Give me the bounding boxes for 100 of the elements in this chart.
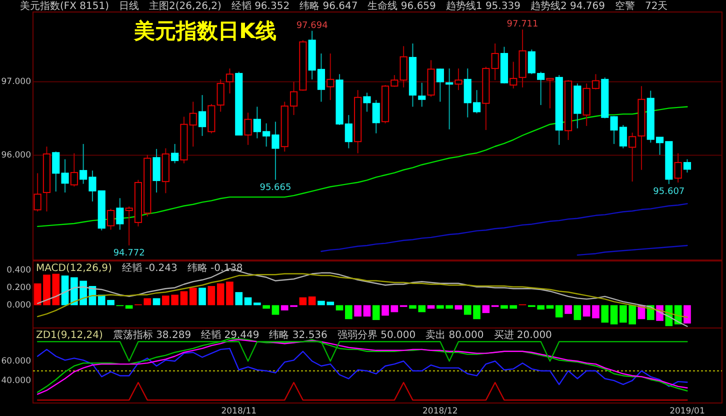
annotation: 生命线 96.659 [368, 0, 436, 12]
candlestick [216, 78, 224, 112]
bar [546, 305, 554, 309]
bar [299, 297, 307, 306]
candlestick [70, 152, 78, 188]
candlestick [198, 94, 206, 136]
bar [564, 305, 572, 314]
bar [363, 305, 371, 317]
bar [336, 305, 344, 310]
y-tick-label: 60.000 [1, 356, 31, 366]
y-tick-label: 40.000 [1, 376, 31, 386]
bar [198, 288, 206, 306]
candlestick [326, 52, 334, 101]
annotation: 94.772 [113, 248, 145, 258]
annotation: 97.711 [506, 20, 538, 30]
annotation: 经韬 29.449 [201, 329, 260, 341]
bar [61, 276, 69, 306]
bar [189, 288, 197, 306]
annotation: 95.607 [653, 187, 685, 198]
candlestick [400, 46, 408, 88]
bar [684, 305, 691, 324]
annotation: 买进 20.000 [494, 329, 552, 341]
bar [574, 305, 582, 320]
line-series [320, 203, 688, 252]
line-series [36, 273, 688, 318]
annotation: 震荡指标 38.289 [112, 329, 192, 341]
annotation: 纬略 96.647 [300, 0, 358, 12]
annotation: 美元指数(FX 8151) [20, 0, 110, 12]
bar [582, 305, 590, 317]
candlestick [683, 158, 692, 174]
annotation: 卖出 80.000 [426, 329, 484, 341]
bar [125, 305, 133, 309]
candlestick [491, 43, 499, 81]
candlestick [372, 100, 380, 134]
annotation: 经韬 -0.243 [122, 262, 178, 274]
bar [272, 305, 280, 315]
candlestick [171, 143, 179, 164]
y-tick-label: 0.200 [6, 283, 31, 294]
bar [262, 305, 270, 309]
line-series [576, 244, 688, 256]
bar [244, 297, 252, 306]
candlestick [546, 78, 554, 109]
candlestick [152, 148, 160, 193]
x-tick-label: 2018/11 [221, 406, 257, 416]
bar [345, 305, 352, 320]
annotation: 主图2(26,26,2) [149, 0, 222, 12]
bar [308, 296, 316, 306]
bar [372, 305, 380, 320]
candlestick [244, 112, 252, 146]
bar [235, 292, 243, 306]
bar [592, 305, 600, 318]
bar [610, 305, 618, 324]
bar [390, 305, 398, 312]
annotation: 日线 [119, 0, 140, 12]
bar [382, 305, 389, 316]
y-tick-label: 97.000 [1, 77, 31, 88]
line-series [36, 348, 688, 388]
annotation: 空警 [614, 0, 635, 12]
bar [208, 286, 216, 306]
annotation: 72天 [644, 1, 668, 12]
bar [354, 305, 362, 317]
annotation: 趋势线1 95.339 [446, 0, 520, 12]
y-tick-label: 0.000 [6, 300, 31, 311]
annotation: 强弱分界 50.000 [337, 329, 416, 341]
bar [427, 305, 435, 309]
annotation: 趋势线2 94.769 [530, 0, 605, 12]
annotation: 经韬 96.352 [231, 0, 290, 12]
chart-title: 美元指数日K线 [133, 19, 276, 43]
annotation: 95.665 [260, 182, 292, 193]
bar [555, 305, 563, 318]
candlestick [446, 68, 454, 130]
candlestick [454, 68, 462, 91]
y-tick-label: 96.000 [1, 150, 31, 161]
bar [180, 291, 188, 306]
line-series [36, 106, 688, 228]
candlestick [34, 172, 42, 212]
bar [152, 298, 160, 306]
annotation: 97.694 [296, 20, 328, 31]
bar [454, 305, 462, 310]
y-tick-label: 0.400 [6, 266, 31, 276]
bar [216, 283, 224, 306]
chart-title: ZD1(9,12,24) [36, 330, 103, 341]
bar [254, 302, 261, 306]
bar [601, 305, 609, 323]
bar [482, 305, 490, 314]
chart-title: MACD(12,26,9) [36, 263, 112, 274]
candlestick [418, 82, 426, 108]
candlestick [363, 92, 371, 112]
annotation: 纬略 -0.138 [187, 262, 243, 274]
candlestick [106, 208, 115, 230]
x-tick-label: 2018/12 [422, 406, 458, 416]
candlestick [436, 68, 444, 102]
candlestick [116, 198, 124, 230]
bar [34, 283, 42, 306]
bar [226, 282, 234, 306]
annotation: 纬略 32.536 [269, 329, 328, 341]
x-tick-label: 2019/01 [670, 406, 705, 416]
candlestick [674, 152, 682, 184]
candlestick [510, 61, 518, 89]
candlestick [226, 68, 234, 94]
